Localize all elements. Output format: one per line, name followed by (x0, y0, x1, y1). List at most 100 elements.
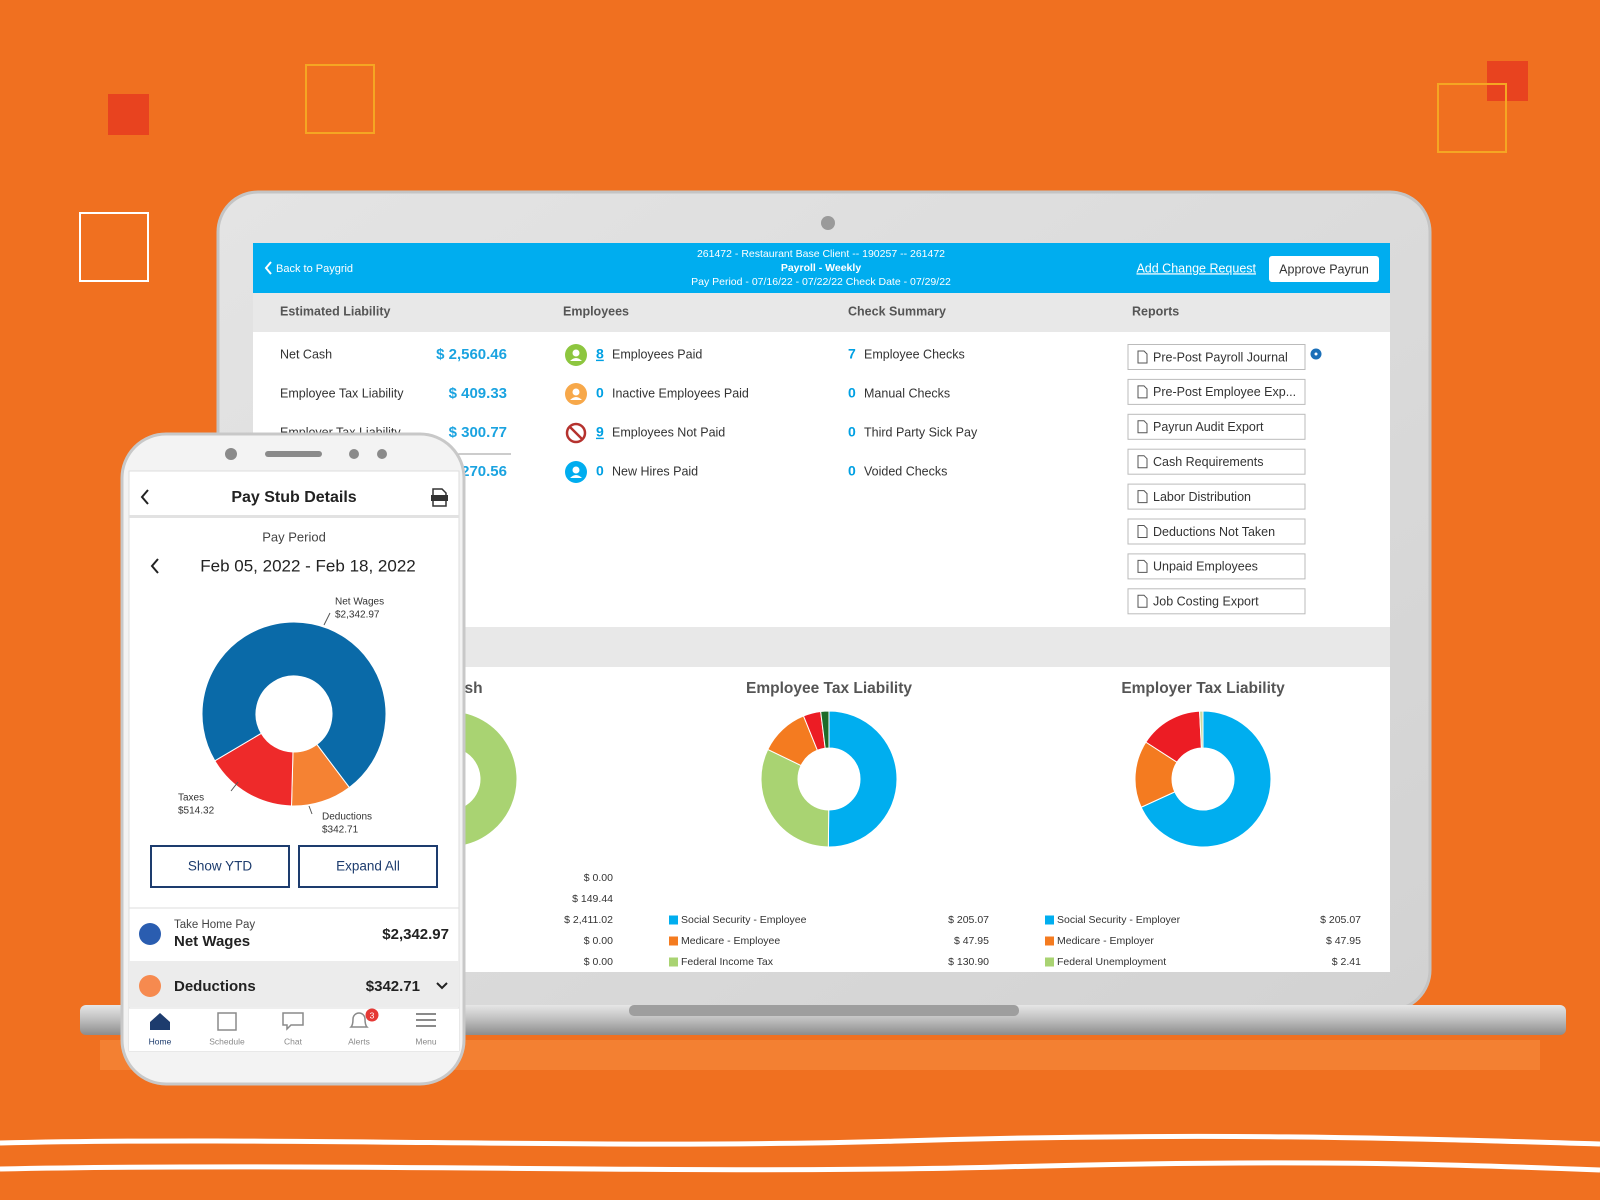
legend-label: Federal Income Tax (681, 956, 774, 968)
phone-sensor (377, 449, 387, 459)
report-button[interactable] (1127, 448, 1306, 475)
liability-amount: $ 409.33 (449, 385, 507, 402)
phone-button[interactable] (150, 845, 290, 888)
report-icon (1137, 385, 1148, 399)
column-header: Check Summary (848, 304, 946, 318)
check-count: 0 (848, 385, 856, 401)
employee-label: Employees Paid (612, 347, 702, 361)
slice-amount: $2,342.97 (335, 610, 380, 621)
nav-label[interactable]: Chat (284, 1036, 303, 1046)
report-label[interactable]: Payrun Audit Export (1153, 420, 1264, 434)
legend-amount: $ 205.07 (948, 914, 989, 926)
status-icon (569, 426, 583, 440)
report-icon (1137, 420, 1148, 434)
report-button[interactable] (1127, 553, 1306, 580)
donut-slice (201, 621, 387, 789)
chart-title: Employer Tax Liability (1121, 680, 1285, 697)
report-icon (1137, 350, 1148, 364)
decor-wave (0, 1133, 1600, 1147)
approve-button-label[interactable]: Approve Payrun (1279, 262, 1369, 276)
report-label[interactable]: Pre-Post Payroll Journal (1153, 350, 1288, 364)
approve-button[interactable] (1269, 256, 1379, 282)
employee-count[interactable]: 9 (596, 424, 604, 440)
change-request-link[interactable]: Add Change Request (1136, 261, 1256, 275)
decor-square (1487, 61, 1528, 101)
phone-button[interactable] (298, 845, 438, 888)
report-icon (1137, 594, 1148, 608)
row-dot (139, 975, 161, 997)
report-button[interactable] (1127, 518, 1306, 545)
report-label[interactable]: Pre-Post Employee Exp... (1153, 385, 1296, 399)
status-icon-glyph (570, 475, 582, 478)
phone-back[interactable] (140, 489, 149, 505)
net-cash-amount: $ 2,411.02 (564, 914, 613, 926)
liability-amount: $ 2,560.46 (436, 346, 507, 363)
period-value: Feb 05, 2022 - Feb 18, 2022 (200, 556, 416, 575)
row-bg[interactable] (129, 961, 459, 1007)
report-button[interactable] (1127, 483, 1306, 510)
nav-icon[interactable] (282, 1012, 304, 1031)
check-count: 7 (848, 346, 856, 362)
check-label: Manual Checks (864, 386, 950, 400)
donut-slice (760, 748, 830, 848)
donut-slice (1199, 710, 1204, 749)
report-button[interactable] (1127, 378, 1306, 405)
slice-leader (230, 781, 239, 792)
report-button[interactable] (1127, 344, 1306, 370)
liability-label: Net Cash (280, 347, 332, 361)
period-prev[interactable] (150, 558, 159, 574)
decor-square (79, 212, 149, 282)
phone: Pay Stub Details Pay Period Feb 05, 2022 -… (120, 432, 466, 1086)
nav-icon[interactable] (349, 1012, 369, 1028)
alerts-badge (365, 1008, 379, 1022)
laptop-camera (821, 216, 835, 230)
nav-label[interactable]: Schedule (209, 1036, 245, 1046)
row-name[interactable]: Deductions (174, 978, 256, 995)
legend-swatch (1045, 957, 1054, 967)
row-amount[interactable]: $342.71 (366, 978, 420, 995)
report-button[interactable] (1127, 413, 1306, 440)
legend-swatch (669, 957, 678, 967)
phone-title: Pay Stub Details (231, 489, 356, 506)
phone-button-label[interactable]: Expand All (336, 859, 400, 874)
column-header-bar (253, 293, 1390, 332)
status-icon (565, 422, 587, 444)
report-button[interactable] (1127, 588, 1306, 615)
slice-name: Net Wages (335, 597, 384, 608)
slice-name: Deductions (322, 812, 372, 823)
phone-camera (225, 448, 237, 460)
phone-sensor (349, 449, 359, 459)
status-icon-glyph (570, 358, 582, 361)
row-expand[interactable] (436, 982, 448, 990)
back-link[interactable]: Back to Paygrid (276, 263, 353, 275)
legend-label: Medicare - Employer (1057, 935, 1154, 947)
status-icon-glyph (572, 349, 580, 357)
phone-button-label[interactable]: Show YTD (188, 859, 253, 874)
nav-icon[interactable] (217, 1012, 237, 1031)
slice-amount: $514.32 (178, 806, 215, 817)
report-label[interactable]: Job Costing Export (1153, 595, 1259, 609)
report-label[interactable]: Unpaid Employees (1153, 560, 1258, 574)
pdf-icon-band (431, 495, 448, 501)
row-name: Net Wages (174, 933, 250, 950)
report-label[interactable]: Cash Requirements (1153, 455, 1263, 469)
nav-label[interactable]: Home (149, 1036, 172, 1046)
alerts-badge-count: 3 (370, 1010, 375, 1020)
nav-label[interactable]: Alerts (348, 1036, 370, 1046)
nav-bar (129, 1008, 459, 1051)
legend-swatch (1045, 936, 1054, 946)
decor-square (108, 94, 149, 135)
legend-amount: $ 47.95 (954, 935, 989, 947)
nav-icon[interactable] (150, 1013, 170, 1030)
employee-count[interactable]: 8 (596, 346, 604, 362)
donut-slice (1140, 710, 1272, 848)
legend-label: Medicare - Employee (681, 935, 780, 947)
back-chevron[interactable] (264, 261, 272, 275)
nav-label[interactable]: Menu (415, 1036, 437, 1046)
report-label[interactable]: Deductions Not Taken (1153, 525, 1275, 539)
net-cash-amount: $ 149.44 (572, 893, 613, 905)
employee-label: Inactive Employees Paid (612, 386, 749, 400)
report-label[interactable]: Labor Distribution (1153, 490, 1251, 504)
legend-swatch (669, 936, 678, 946)
